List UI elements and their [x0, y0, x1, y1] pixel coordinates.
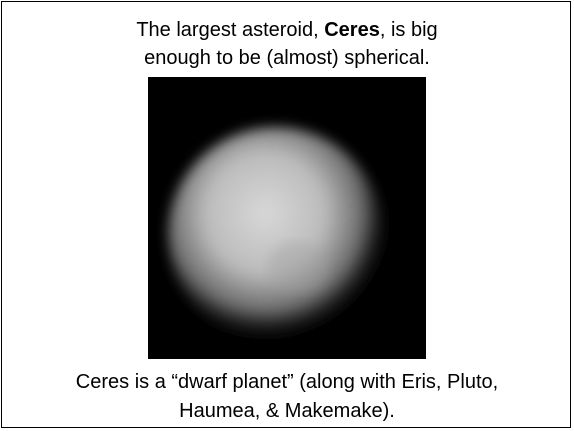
- title-bold: Ceres: [324, 19, 380, 41]
- title-text: The largest asteroid,: [136, 19, 325, 41]
- asteroid: [168, 127, 384, 343]
- surface-shade: [268, 242, 328, 292]
- title-line: enough to be (almost) spherical.: [144, 47, 430, 69]
- caption-line: Ceres is a “dwarf planet” (along with Er…: [75, 371, 499, 393]
- title-text: , is big: [379, 19, 438, 41]
- title-line: The largest asteroid, Ceres, is big: [0, 18, 574, 42]
- ceres-image: [148, 77, 426, 359]
- caption-line: Haumea, & Makemake).: [179, 400, 395, 422]
